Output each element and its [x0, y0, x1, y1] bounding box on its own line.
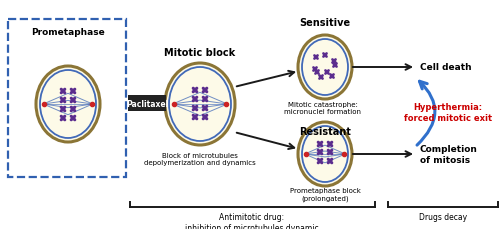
Text: Drugs decay: Drugs decay	[419, 212, 467, 221]
Ellipse shape	[298, 36, 352, 100]
Ellipse shape	[165, 64, 235, 145]
Text: Mitotic catastrophe:
micronuclei formation: Mitotic catastrophe: micronuclei formati…	[284, 101, 362, 115]
Text: Block of microtubules
depolymerization and dynamics: Block of microtubules depolymerization a…	[144, 152, 256, 166]
Text: Prometaphase block
(prolongated): Prometaphase block (prolongated)	[290, 187, 360, 201]
Text: Paclitaxel: Paclitaxel	[126, 100, 168, 109]
FancyArrowPatch shape	[417, 82, 435, 145]
Text: Sensitive: Sensitive	[300, 18, 350, 28]
Text: Mitotic block: Mitotic block	[164, 48, 236, 58]
Text: Cell death: Cell death	[420, 63, 472, 72]
Text: Completion
of mitosis: Completion of mitosis	[420, 144, 478, 164]
Ellipse shape	[298, 123, 352, 186]
Text: Antimitotic drug:
inhibition of microtubules dynamic: Antimitotic drug: inhibition of microtub…	[185, 212, 319, 229]
Text: Hyperthermia:
forced mitotic exit: Hyperthermia: forced mitotic exit	[404, 102, 492, 123]
Text: Prometaphase: Prometaphase	[31, 28, 105, 37]
FancyBboxPatch shape	[128, 95, 166, 112]
Ellipse shape	[36, 67, 100, 142]
Text: Resistant: Resistant	[299, 126, 351, 136]
